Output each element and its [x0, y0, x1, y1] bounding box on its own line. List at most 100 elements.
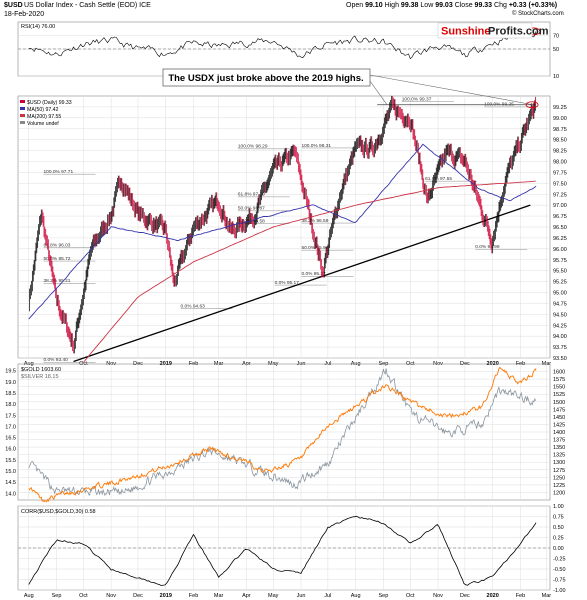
- rsi-tick-label: 50: [553, 47, 559, 53]
- annotation-text: The USDX just broke above the 2019 highs…: [168, 73, 363, 84]
- corr-x-tick-label: Feb: [516, 593, 525, 599]
- legend-entry: MA(200) 97.55: [27, 114, 61, 120]
- fib-level-label: 38.2% 96.59: [301, 218, 328, 224]
- legend-entry: MA(50) 97.42: [27, 107, 59, 113]
- gold-tick-label: 1525: [553, 392, 565, 398]
- usd-tick-label: 98.00: [553, 160, 567, 166]
- corr-x-tick-label: Oct: [79, 593, 88, 599]
- fib-level-label: 61.8% 97.19: [238, 192, 265, 198]
- annotation-box: [162, 68, 371, 87]
- gold-legend: $GOLD 1603.60: [21, 367, 61, 373]
- gold-silver-panel: 1200122512501275130013251350137514001425…: [5, 363, 565, 503]
- fib-level-label: 0.0% 95.17: [275, 280, 300, 286]
- legend-swatch: [20, 114, 25, 117]
- fib-level-label: 0.0% 93.40: [44, 357, 69, 363]
- silver-tick-label: 17.0: [5, 424, 16, 430]
- gold-tick-label: 1375: [553, 438, 565, 444]
- ma50-line: [28, 143, 537, 320]
- gold-tick-label: 1325: [553, 453, 565, 459]
- usd-tick-label: 95.25: [553, 280, 567, 286]
- gold-tick-label: 1225: [553, 483, 565, 489]
- corr-x-tick-label: Sep: [52, 593, 62, 599]
- price-bars: [29, 95, 537, 354]
- legend-swatch: [20, 107, 25, 110]
- chart-description: US Dollar Index - Cash Settle (EOD) ICE: [24, 2, 151, 9]
- usd-tick-label: 95.00: [553, 291, 567, 297]
- silver-tick-label: 14.5: [5, 480, 16, 486]
- corr-tick-label: 0.00: [553, 546, 564, 552]
- corr-tick-label: 0.25: [553, 536, 564, 542]
- usd-tick-label: 98.25: [553, 149, 567, 155]
- gold-line: [28, 366, 537, 503]
- usd-tick-label: 94.75: [553, 301, 567, 307]
- fib-level-label: 50.0% 95.72: [44, 256, 71, 262]
- usd-tick-label: 98.75: [553, 127, 567, 133]
- fib-levels: 100.0% 97.71 61.8% 96.03 50.0% 95.72 38.2% …: [43, 96, 537, 363]
- corr-tick-label: -0.75: [553, 578, 566, 584]
- corr-x-tick-label: Dec: [133, 593, 143, 599]
- corr-tick-label: 1.00: [553, 504, 564, 510]
- gold-tick-label: 1200: [553, 490, 565, 496]
- usd-tick-label: 94.25: [553, 323, 567, 329]
- silver-tick-label: 19.5: [5, 369, 16, 375]
- corr-tick-label: 0.75: [553, 515, 564, 521]
- corr-tick-label: 0.50: [553, 525, 564, 531]
- rsi-tick-label: 70: [553, 34, 559, 40]
- gold-tick-label: 1300: [553, 460, 565, 466]
- usd-tick-label: 96.50: [553, 225, 567, 231]
- gold-tick-label: 1550: [553, 385, 565, 391]
- fib-level-label: 0.0% 95.37: [301, 271, 326, 277]
- legend-entry: $USD (Daily) 99.33: [27, 100, 72, 106]
- usd-tick-label: 95.75: [553, 258, 567, 264]
- usd-tick-label: 97.75: [553, 170, 567, 176]
- usd-tick-label: 98.50: [553, 138, 567, 144]
- corr-x-tick-label: Aug: [24, 593, 34, 599]
- open-label: Open: [346, 2, 364, 9]
- fib-level-label: 50.0% 96.87: [238, 206, 265, 212]
- support-trendline: [73, 204, 531, 363]
- gold-tick-label: 1275: [553, 468, 565, 474]
- close-label: Close: [454, 2, 473, 9]
- annotation-pointer: [369, 74, 534, 106]
- gold-tick-label: 1425: [553, 422, 565, 428]
- rsi-tick-label: 10: [553, 74, 559, 80]
- annotation-callout: The USDX just broke above the 2019 highs…: [162, 68, 534, 106]
- logo-word-profits: Profits.com: [488, 26, 549, 38]
- chg-label: Chg: [494, 2, 507, 9]
- usd-tick-label: 94.50: [553, 312, 567, 318]
- usd-tick-label: 93.75: [553, 345, 567, 351]
- logo-box: [437, 22, 533, 39]
- chg-value: +0.33 (+0.33%): [508, 2, 558, 9]
- usd-tick-label: 93.50: [553, 356, 567, 362]
- silver-tick-label: 16.0: [5, 447, 16, 453]
- corr-x-tick-label: May: [268, 593, 279, 599]
- silver-tick-label: 18.5: [5, 391, 16, 397]
- low-label: Low: [420, 2, 434, 9]
- usd-tick-label: 97.00: [553, 203, 567, 209]
- usd-tick-label: 97.25: [553, 192, 567, 198]
- gold-tick-label: 1350: [553, 445, 565, 451]
- fib-level-label: 100.0% 98.29: [238, 144, 268, 150]
- usd-tick-label: 96.00: [553, 247, 567, 253]
- corr-x-tick-label: 2019: [160, 593, 172, 599]
- silver-legend: $SILVER 18.15: [21, 374, 59, 380]
- silver-tick-label: 19.0: [5, 380, 16, 386]
- corr-x-tick-label: Feb: [189, 593, 198, 599]
- low-value: 99.03: [435, 2, 453, 9]
- chart-date: 18-Feb-2020: [4, 11, 45, 18]
- fib-level-label: 61.8% 96.03: [44, 242, 71, 248]
- fib-level-label: 0.0% 94.63: [181, 303, 206, 309]
- logo-word-sunshine: Sunshine: [441, 26, 491, 38]
- legend-swatch: [20, 121, 25, 124]
- silver-tick-label: 15.0: [5, 469, 16, 475]
- usd-tick-label: 97.50: [553, 181, 567, 187]
- corr-x-tick-label: Aug: [351, 593, 361, 599]
- gold-tick-label: 1575: [553, 377, 565, 383]
- ohlc-readout: Open 99.10 High 99.38 Low 99.03 Close 99…: [346, 2, 557, 9]
- silver-tick-label: 17.5: [5, 413, 16, 419]
- gold-tick-label: 1250: [553, 475, 565, 481]
- corr-x-tick-label: Mar: [542, 593, 552, 599]
- usd-tick-label: 96.25: [553, 236, 567, 242]
- fib-level-label: 0.0% 95.99: [475, 244, 500, 250]
